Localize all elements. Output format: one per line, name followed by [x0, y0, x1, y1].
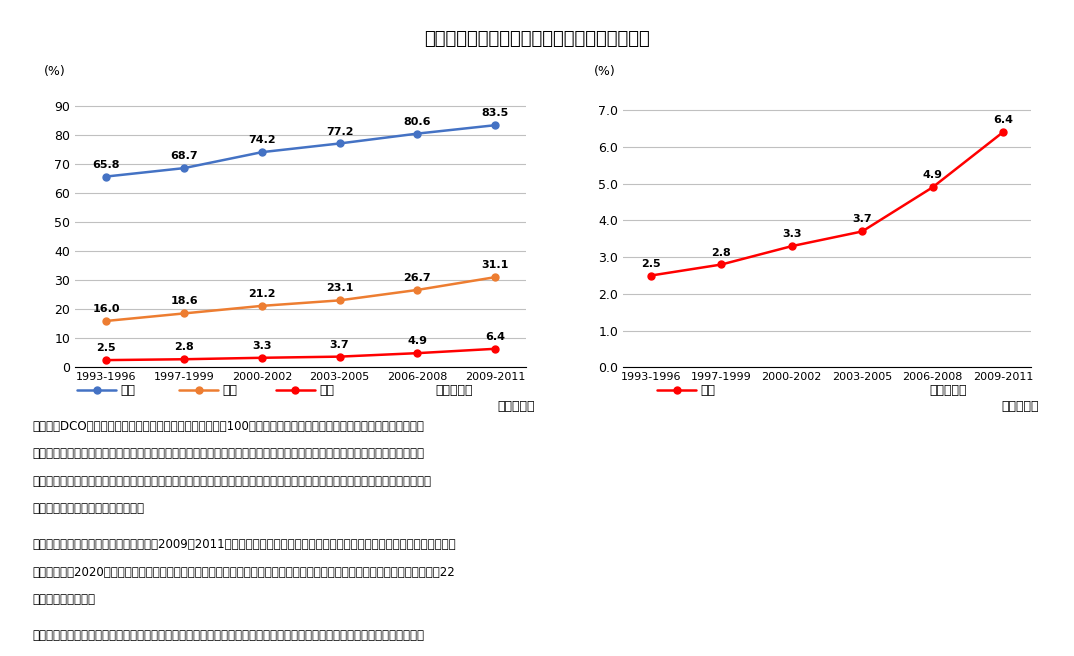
Text: 遠隔: 遠隔 — [319, 384, 334, 397]
Text: (%): (%) — [594, 65, 616, 78]
遠隔 — [333, 353, 346, 361]
Text: 2.5: 2.5 — [97, 343, 116, 353]
領域 — [489, 274, 502, 281]
Text: 限局: 限局 — [120, 384, 135, 397]
Text: 83.5: 83.5 — [481, 108, 509, 118]
Text: 77.2: 77.2 — [325, 127, 353, 136]
Text: 3.3: 3.3 — [252, 341, 272, 351]
Text: 3.3: 3.3 — [782, 229, 801, 239]
Text: 4.9: 4.9 — [407, 337, 427, 346]
Text: 2.8: 2.8 — [712, 247, 731, 258]
領域 — [333, 297, 346, 304]
Text: 遠隔: 遠隔 — [700, 384, 715, 397]
Text: 3.7: 3.7 — [330, 340, 349, 350]
領域 — [411, 286, 424, 294]
Text: （診断年）: （診断年） — [1002, 400, 1040, 413]
領域 — [177, 310, 190, 318]
Text: ター、2020）。独立行政法人国立がん研究センターがん研究開発費「地域がん登録精度向上と活用に関する研究」平成22: ター、2020）。独立行政法人国立がん研究センターがん研究開発費「地域がん登録精… — [32, 566, 455, 579]
遠隔 — [100, 356, 113, 364]
Text: 図７　肺がんの５年相対生存率　－進行度別－: 図７ 肺がんの５年相対生存率 －進行度別－ — [424, 30, 650, 47]
Text: 出典：全国がん罹患モニタリング集計　2009－2011年生存率報告（国立研究開発法人国立がん研究センターがん対策情報セン: 出典：全国がん罹患モニタリング集計 2009－2011年生存率報告（国立研究開発… — [32, 539, 455, 551]
限局 — [100, 173, 113, 180]
Text: 65.8: 65.8 — [92, 159, 120, 170]
領域 — [100, 317, 113, 325]
Text: 6.4: 6.4 — [485, 332, 505, 342]
遠隔 — [926, 184, 939, 192]
Text: 2.5: 2.5 — [641, 258, 661, 268]
Line: 限局: 限局 — [103, 122, 498, 180]
Text: 6.4: 6.4 — [992, 115, 1013, 125]
Text: 68.7: 68.7 — [171, 151, 198, 161]
遠隔 — [411, 349, 424, 357]
Text: 16.0: 16.0 — [92, 304, 120, 314]
遠隔 — [177, 356, 190, 363]
Text: 23.1: 23.1 — [325, 283, 353, 293]
Text: 80.6: 80.6 — [404, 117, 431, 127]
限局 — [489, 121, 502, 129]
Text: （診断年）: （診断年） — [435, 384, 473, 397]
Text: 年度報告書。: 年度報告書。 — [32, 594, 96, 606]
Text: 18.6: 18.6 — [171, 297, 198, 306]
Text: パ節などに転移・浸潤あり。: パ節などに転移・浸潤あり。 — [32, 502, 144, 516]
Line: 遠隔: 遠隔 — [648, 129, 1006, 279]
Text: (%): (%) — [44, 65, 66, 78]
Text: 注１：「DCO、第２がん以降、悪性以外、年齢不詳および100歳以上、または週り調査患者」を除外した解析である。: 注１：「DCO、第２がん以降、悪性以外、年齢不詳および100歳以上、または週り調… — [32, 420, 424, 433]
遠隔 — [997, 129, 1010, 136]
遠隔 — [785, 242, 798, 250]
Text: 注２：限局＝原発臓器に限局している；領域＝所属リンパ節転移（原発臓器の所属リンパ節への転移を伴うが、隣接臓器への: 注２：限局＝原発臓器に限局している；領域＝所属リンパ節転移（原発臓器の所属リンパ… — [32, 447, 424, 461]
Text: 出所：国立がん研究センター　がん情報サービス　地域がん登録によるがん生存率データをもとに医薬産業政策研究所にて作: 出所：国立がん研究センター がん情報サービス 地域がん登録によるがん生存率データ… — [32, 629, 424, 642]
Line: 領域: 領域 — [103, 274, 498, 325]
Text: 領域: 領域 — [222, 384, 237, 397]
Text: 26.7: 26.7 — [404, 273, 431, 283]
Text: 3.7: 3.7 — [853, 215, 872, 224]
Text: （診断年）: （診断年） — [929, 384, 967, 397]
Text: 浸潤なし）または隣接臓器浸潤（隣接する臓器に直接浸潤しているが、遠隔転移なし）；遠隔転移＝遠隔臓器、遠隔リン: 浸潤なし）または隣接臓器浸潤（隣接する臓器に直接浸潤しているが、遠隔転移なし）；… — [32, 475, 432, 488]
Text: 74.2: 74.2 — [248, 135, 276, 145]
Text: 31.1: 31.1 — [481, 260, 509, 270]
Text: 2.8: 2.8 — [174, 342, 194, 352]
Text: 21.2: 21.2 — [248, 289, 276, 299]
限局 — [411, 130, 424, 138]
限局 — [333, 140, 346, 148]
Text: （診断年）: （診断年） — [497, 400, 535, 413]
限局 — [256, 148, 268, 156]
遠隔 — [644, 272, 657, 279]
遠隔 — [856, 228, 869, 236]
限局 — [177, 164, 190, 172]
Text: 4.9: 4.9 — [923, 171, 943, 180]
Line: 遠隔: 遠隔 — [103, 345, 498, 363]
遠隔 — [489, 345, 502, 353]
遠隔 — [715, 260, 728, 268]
領域 — [256, 302, 268, 310]
遠隔 — [256, 354, 268, 361]
